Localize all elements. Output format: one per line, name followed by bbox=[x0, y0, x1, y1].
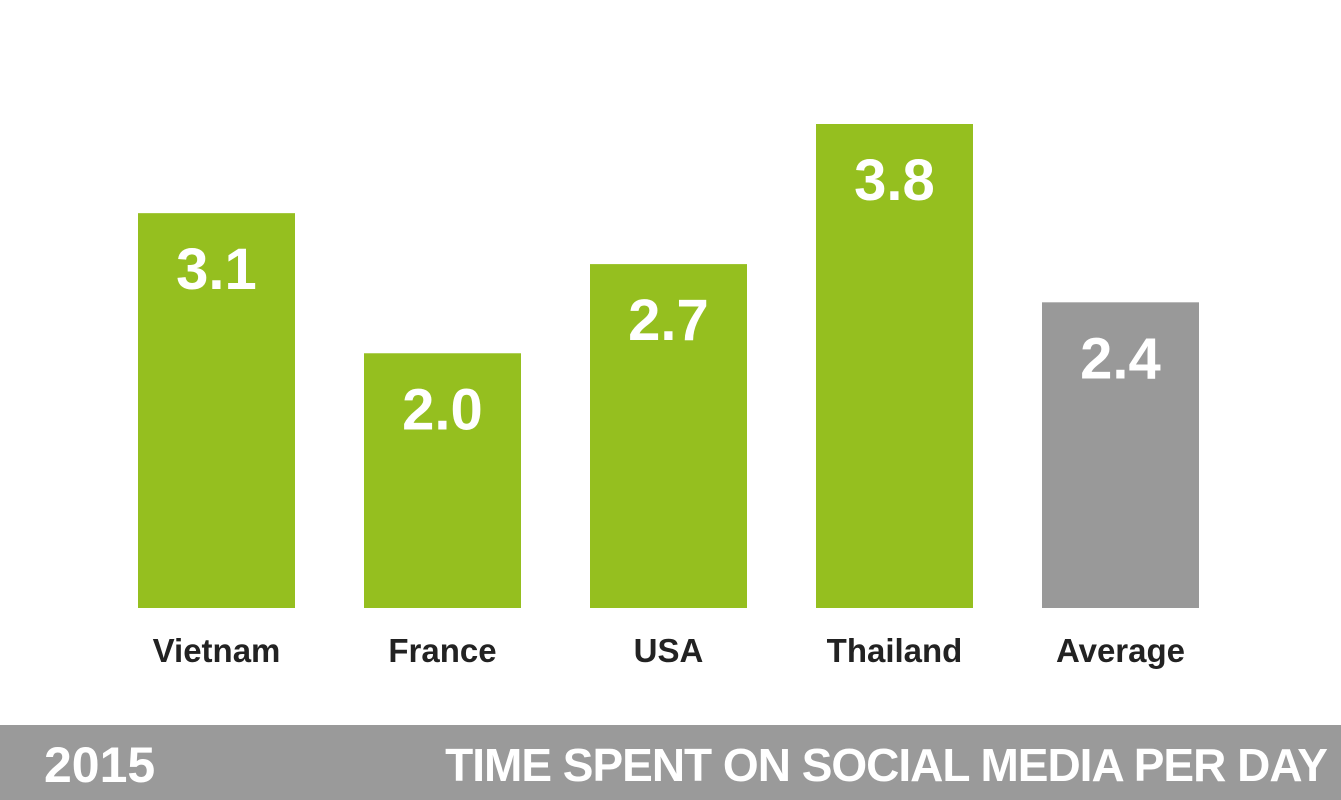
footer-year: 2015 bbox=[44, 737, 156, 793]
value-label-france: 2.0 bbox=[402, 377, 483, 442]
value-label-usa: 2.7 bbox=[628, 288, 709, 353]
category-label-average: Average bbox=[1056, 632, 1185, 669]
bar-thailand bbox=[816, 124, 973, 608]
category-label-vietnam: Vietnam bbox=[153, 632, 281, 669]
category-label-france: France bbox=[388, 632, 496, 669]
bar-average bbox=[1042, 302, 1199, 608]
value-label-thailand: 3.8 bbox=[854, 148, 935, 213]
chart-title: TIME SPENT ON SOCIAL MEDIA PER DAY bbox=[445, 739, 1328, 791]
bar-usa bbox=[590, 264, 747, 608]
category-label-usa: USA bbox=[634, 632, 704, 669]
value-labels-group: 3.1 2.0 2.7 3.8 2.4 bbox=[176, 148, 1161, 442]
footer-bar: 2015 TIME SPENT ON SOCIAL MEDIA PER DAY bbox=[0, 725, 1341, 800]
category-label-thailand: Thailand bbox=[827, 632, 963, 669]
category-labels-group: Vietnam France USA Thailand Average bbox=[153, 632, 1185, 669]
bar-france bbox=[364, 353, 521, 608]
value-label-vietnam: 3.1 bbox=[176, 237, 257, 302]
bar-vietnam bbox=[138, 213, 295, 608]
bar-chart: 3.1 2.0 2.7 3.8 2.4 Vietnam France USA Thailand… bbox=[138, 124, 1199, 669]
value-label-average: 2.4 bbox=[1080, 326, 1161, 391]
bars-group bbox=[138, 124, 1199, 608]
